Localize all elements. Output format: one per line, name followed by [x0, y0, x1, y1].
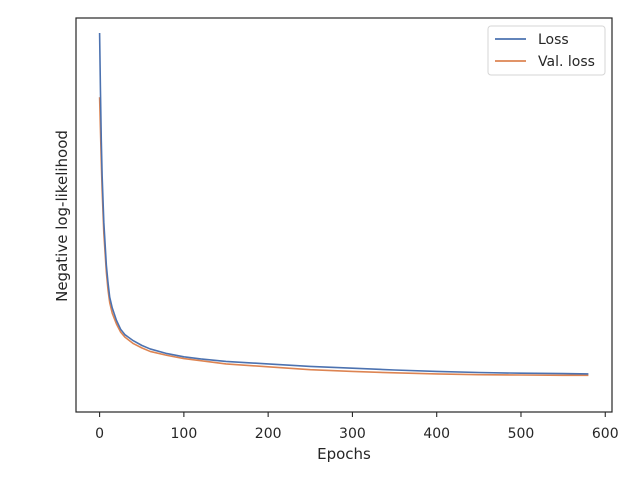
- x-tick-label: 200: [255, 426, 282, 442]
- x-axis-ticks: 0 100 200 300 400 500 600: [95, 412, 619, 442]
- x-tick-label: 500: [508, 426, 535, 442]
- x-tick-label: 600: [592, 426, 619, 442]
- y-axis-label: Negative log-likelihood: [53, 130, 71, 302]
- x-tick-label: 400: [423, 426, 450, 442]
- legend: Loss Val. loss: [487, 25, 606, 76]
- plot-area: [75, 17, 613, 413]
- series-line-loss: [98, 32, 589, 375]
- series-layer: [98, 32, 589, 377]
- x-axis-label: Epochs: [317, 445, 371, 463]
- x-tick-label: 0: [95, 426, 104, 442]
- x-tick-label: 300: [339, 426, 366, 442]
- legend-label-loss: Loss: [538, 32, 569, 48]
- x-tick-label: 100: [171, 426, 198, 442]
- legend-label-val-loss: Val. loss: [538, 54, 595, 70]
